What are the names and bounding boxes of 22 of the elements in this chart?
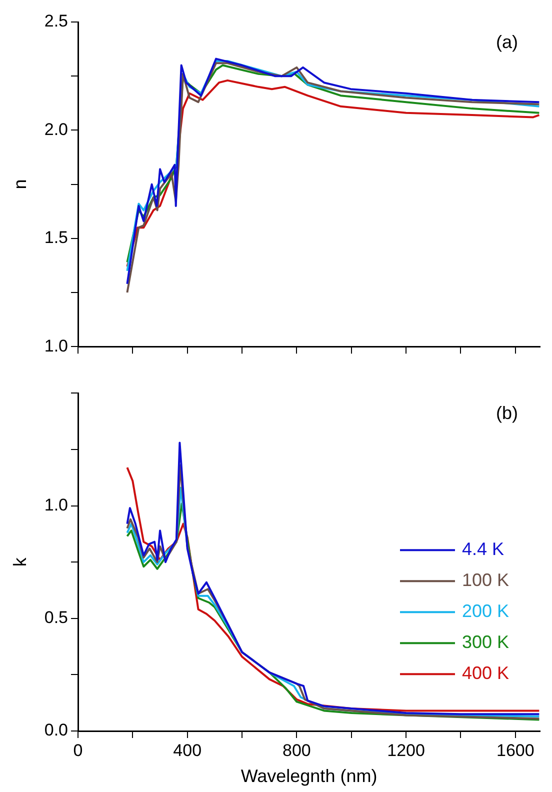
legend-label: 100 K bbox=[462, 570, 510, 590]
x-axis-title: Wavelegnth (nm) bbox=[240, 766, 378, 786]
x-tick-label: 400 bbox=[173, 740, 202, 760]
y-tick-label: 1.5 bbox=[44, 228, 68, 248]
y-tick-label: 2.0 bbox=[44, 120, 68, 139]
y-tick-label: 0.0 bbox=[44, 720, 68, 740]
x-tick-label: 1200 bbox=[387, 740, 425, 760]
y-tick-label: 1.0 bbox=[44, 336, 68, 356]
y-tick-label: 1.0 bbox=[44, 495, 68, 514]
annotation: (a) bbox=[496, 32, 518, 52]
annotation: (b) bbox=[496, 403, 518, 424]
x-tick-label: 800 bbox=[282, 740, 311, 760]
legend-label: 4.4 K bbox=[462, 539, 504, 560]
y-tick-label: 0.5 bbox=[44, 608, 68, 628]
x-tick-label: 0 bbox=[73, 740, 83, 760]
legend-label: 200 K bbox=[462, 601, 510, 622]
legend-label: 400 K bbox=[462, 663, 510, 684]
y-axis-title: k bbox=[10, 556, 30, 567]
y-axis-title: n bbox=[10, 179, 30, 190]
legend-label: 300 K bbox=[462, 632, 510, 652]
x-tick-label: 1600 bbox=[496, 740, 534, 760]
y-tick-label: 2.5 bbox=[44, 12, 68, 31]
